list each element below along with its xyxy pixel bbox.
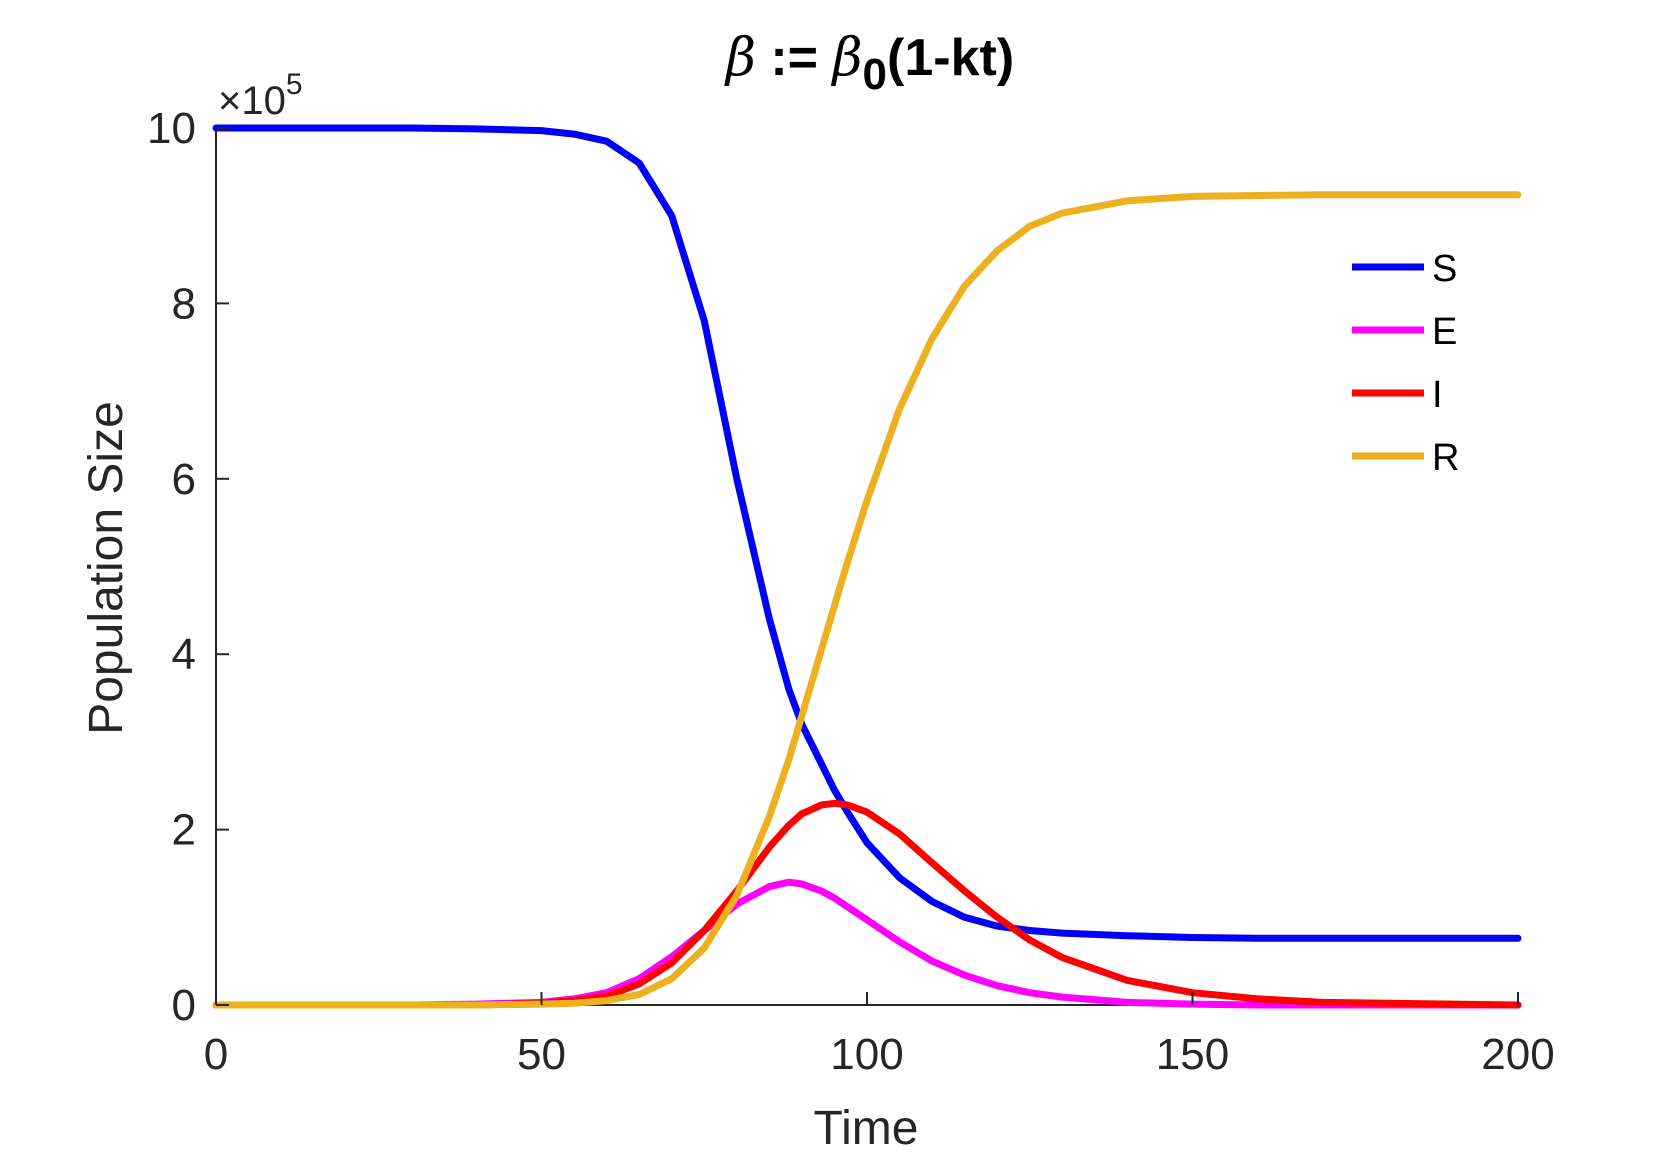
x-axis-label: Time xyxy=(814,1102,919,1155)
legend-label-S: S xyxy=(1432,248,1457,290)
title-part: β xyxy=(724,28,756,88)
title-part: := xyxy=(756,29,833,87)
y-axis-label: Population Size xyxy=(80,401,133,735)
series-line-E xyxy=(212,878,1522,1009)
series-line-I xyxy=(212,799,1522,1009)
series-line-R xyxy=(212,191,1522,1009)
y-exponent-power: 5 xyxy=(286,68,303,101)
legend-label-I: I xyxy=(1432,374,1443,416)
legend-label-R: R xyxy=(1432,437,1459,479)
x-tick-label: 200 xyxy=(1481,1030,1554,1079)
plot-area xyxy=(215,128,1518,1006)
y-exponent-label: ×105 xyxy=(218,68,303,123)
axes-group: 0 50 100 150 200 0 2 4 6 8 10 xyxy=(147,104,1555,1079)
title-part: β xyxy=(830,28,862,88)
y-tick-label: 8 xyxy=(172,279,196,328)
x-tick-label: 0 xyxy=(204,1030,228,1079)
y-tick-label: 0 xyxy=(172,981,196,1030)
y-tick-label: 2 xyxy=(172,806,196,855)
x-tick-label: 100 xyxy=(830,1030,903,1079)
y-tick-label: 10 xyxy=(147,104,196,153)
legend-label-E: E xyxy=(1432,311,1457,353)
series-group xyxy=(212,124,1522,1009)
x-tick-label: 50 xyxy=(517,1030,566,1079)
y-tick-label: 4 xyxy=(172,630,196,679)
chart-title: β := β0(1-kt) xyxy=(724,28,1014,99)
y-tick-label: 6 xyxy=(172,455,196,504)
title-part: (1-kt) xyxy=(887,29,1014,87)
x-tick-label: 150 xyxy=(1156,1030,1229,1079)
title-part: 0 xyxy=(863,50,887,99)
series-line-S xyxy=(212,124,1522,942)
